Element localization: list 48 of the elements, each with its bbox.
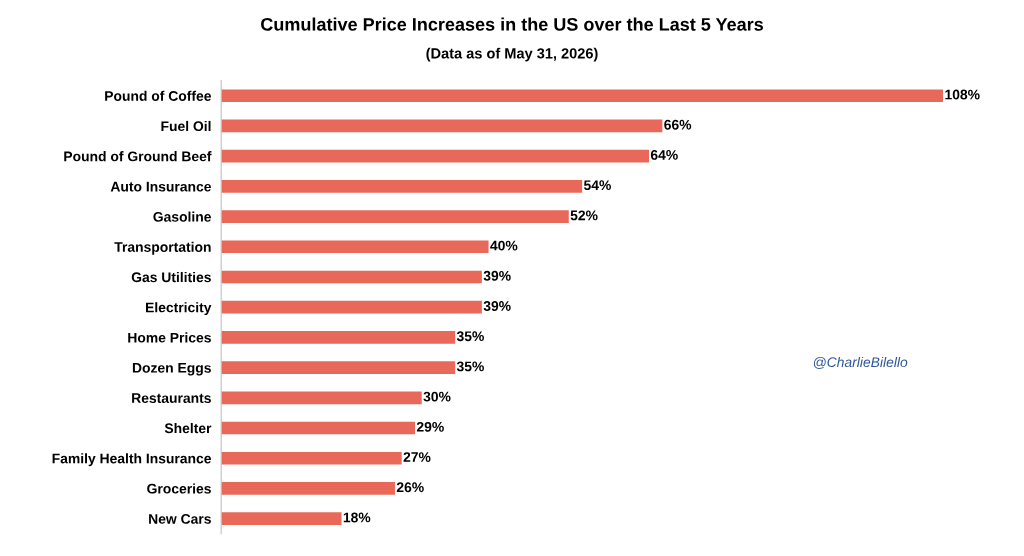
data-label: 27% <box>403 452 431 462</box>
y-tick-label: Family Health Insurance <box>52 453 211 467</box>
y-tick-label: Home Prices <box>128 332 211 343</box>
y-tick-label: Restaurants <box>132 393 211 403</box>
data-label: 108% <box>945 89 980 100</box>
data-label: 26% <box>396 482 424 493</box>
data-label: 52% <box>570 210 598 221</box>
bar <box>221 210 569 223</box>
data-label: 66% <box>664 119 692 130</box>
bar <box>221 149 649 163</box>
bar <box>221 451 402 465</box>
y-tick-label: Pound of Ground Beef <box>64 151 212 162</box>
bar <box>221 89 944 103</box>
y-tick-label: Auto Insurance <box>110 181 211 192</box>
bar <box>221 119 663 133</box>
bar <box>221 270 482 284</box>
data-label: 29% <box>416 421 444 432</box>
data-label: 30% <box>423 391 451 402</box>
data-label: 40% <box>490 240 518 251</box>
chart-subtitle: (Data as of May 31, 2026) <box>426 47 598 62</box>
bar <box>221 421 416 435</box>
annotation: @CharlieBilello <box>813 356 908 369</box>
data-label: 64% <box>650 150 678 160</box>
y-tick-label: Transportation <box>114 241 211 255</box>
bar <box>221 300 482 314</box>
bar <box>221 331 456 344</box>
bar <box>221 240 489 254</box>
y-tick-label: Pound of Coffee <box>105 90 211 101</box>
bar <box>221 361 456 374</box>
y-tick-label: Shelter <box>164 422 212 434</box>
bar <box>221 512 342 525</box>
y-tick-label: Gas Utilities <box>131 271 211 283</box>
data-label: 39% <box>483 270 511 281</box>
data-label: 54% <box>583 180 611 191</box>
bar <box>221 180 583 193</box>
bar <box>221 391 422 405</box>
y-tick-label: Gasoline <box>153 211 211 222</box>
y-tick-label: Electricity <box>146 302 212 316</box>
y-tick-label: Fuel Oil <box>161 120 211 132</box>
y-tick-label: New Cars <box>149 513 211 524</box>
data-label: 35% <box>456 361 484 372</box>
bar <box>221 482 395 495</box>
data-label: 39% <box>483 301 511 311</box>
chart-title: Cumulative Price Increases in the US over the Last 5 Years <box>261 17 764 31</box>
data-label: 35% <box>456 331 484 342</box>
data-label: 18% <box>343 512 371 523</box>
y-tick-label: Groceries <box>147 483 211 494</box>
y-tick-label: Dozen Eggs <box>132 363 211 376</box>
